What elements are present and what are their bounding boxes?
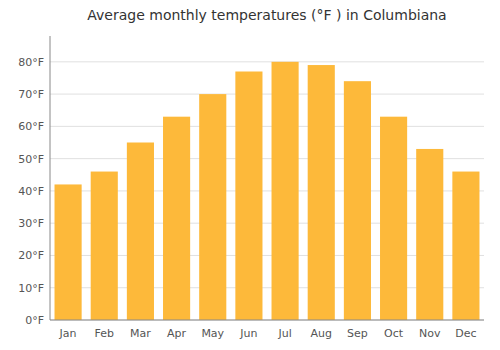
- bar: [344, 81, 371, 320]
- x-tick-label: Nov: [419, 327, 441, 340]
- grid-line: [50, 126, 484, 127]
- bar: [416, 149, 443, 320]
- bar: [380, 117, 407, 320]
- grid-line: [50, 320, 484, 321]
- y-tick-label: 0°F: [25, 314, 44, 327]
- y-tick-label: 40°F: [18, 185, 44, 198]
- y-tick-label: 10°F: [18, 282, 44, 295]
- x-tick-label: Dec: [455, 327, 476, 340]
- x-tick-label: Jul: [277, 327, 291, 340]
- bar: [55, 184, 82, 320]
- grid-line: [50, 94, 484, 95]
- x-tick-label: Sep: [347, 327, 368, 340]
- chart-container: Average monthly temperatures (°F ) in Co…: [0, 0, 500, 350]
- bar: [163, 117, 190, 320]
- y-axis-line: [50, 36, 51, 320]
- x-tick-label: Oct: [384, 327, 404, 340]
- y-tick-label: 50°F: [18, 153, 44, 166]
- bar: [272, 62, 299, 320]
- y-tick-label: 30°F: [18, 217, 44, 230]
- grid-line: [50, 61, 484, 62]
- bar: [91, 172, 118, 320]
- x-tick-label: Jan: [59, 327, 77, 340]
- bar: [199, 94, 226, 320]
- x-axis-line: [50, 320, 484, 321]
- x-tick-label: Apr: [167, 327, 187, 340]
- x-tick-label: Jun: [239, 327, 257, 340]
- bars: [55, 62, 480, 320]
- y-tick-label: 20°F: [18, 249, 44, 262]
- x-tick-label: Mar: [130, 327, 151, 340]
- x-tick-label: Aug: [311, 327, 332, 340]
- y-tick-label: 70°F: [18, 88, 44, 101]
- grid: [50, 62, 484, 320]
- bar: [452, 172, 479, 320]
- bar: [308, 65, 335, 320]
- y-tick-label: 60°F: [18, 120, 44, 133]
- bar: [235, 72, 262, 321]
- chart-svg: Average monthly temperatures (°F ) in Co…: [0, 0, 500, 350]
- chart-title: Average monthly temperatures (°F ) in Co…: [87, 7, 446, 23]
- bar: [127, 143, 154, 321]
- y-tick-label: 80°F: [18, 56, 44, 69]
- x-tick-label: May: [201, 327, 224, 340]
- x-tick-label: Feb: [95, 327, 114, 340]
